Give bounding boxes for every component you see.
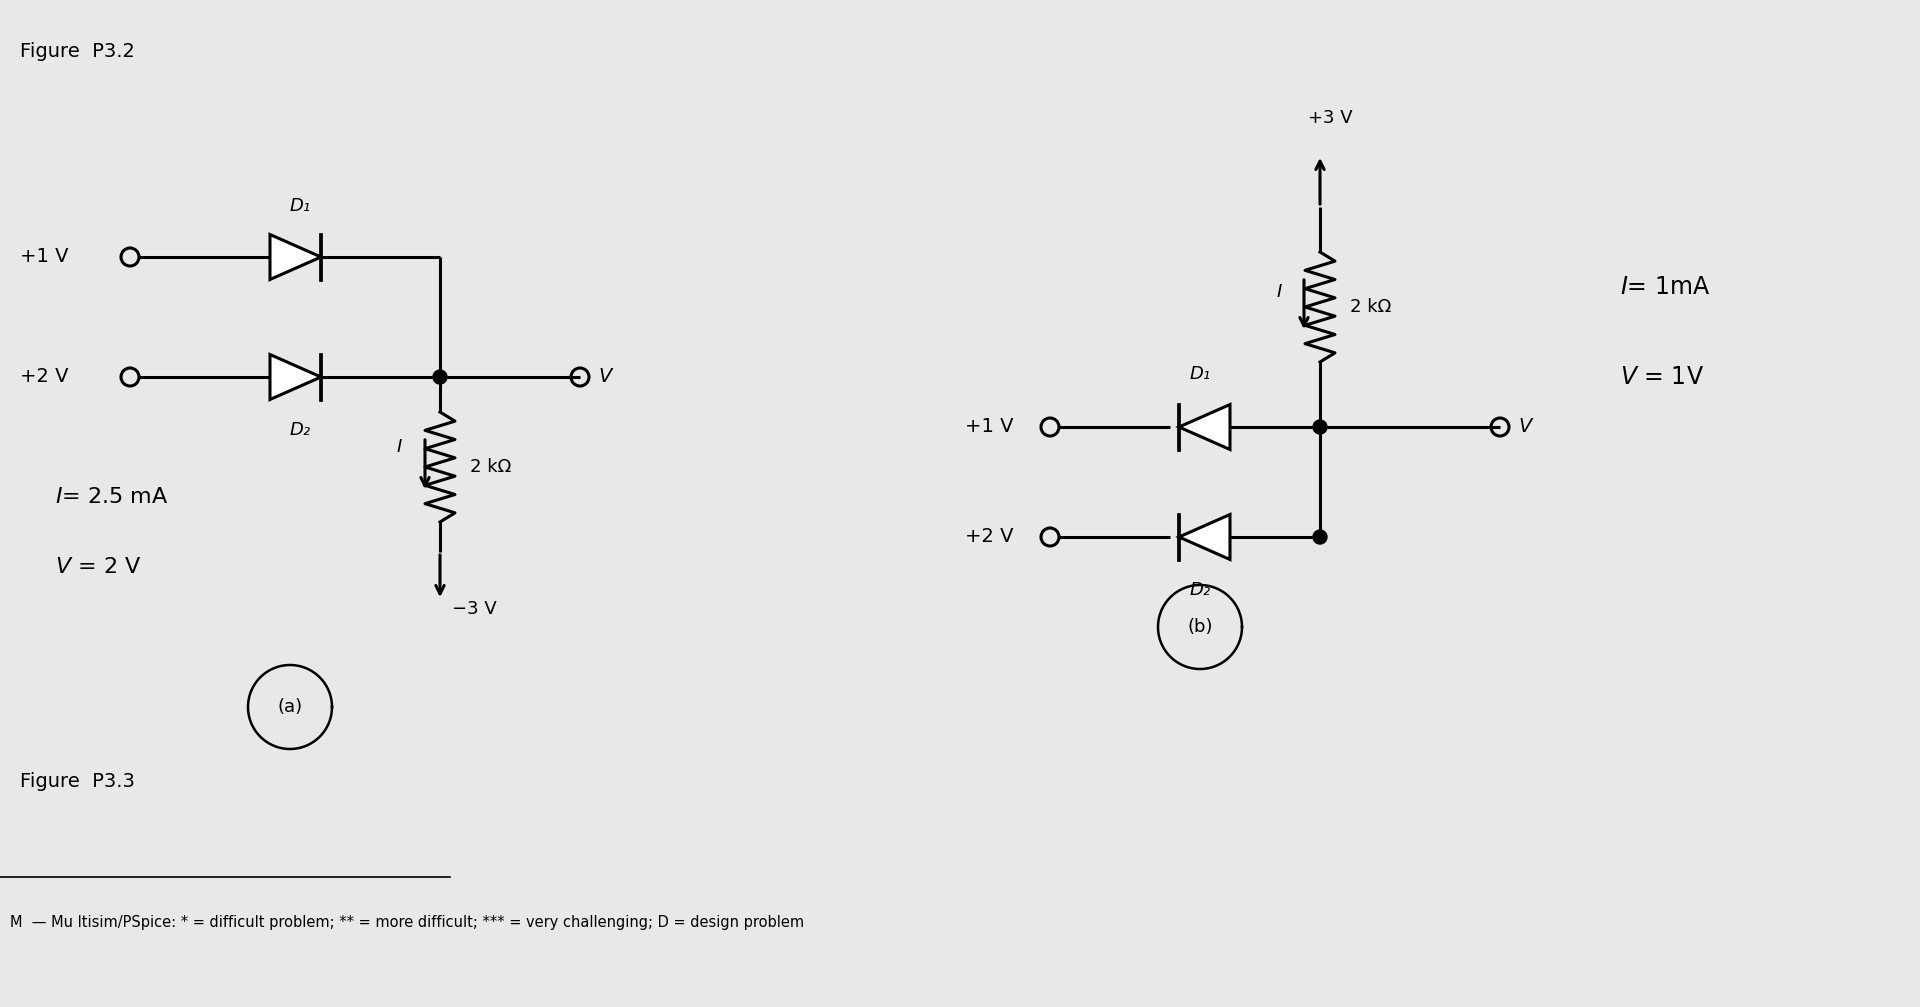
Text: 2 kΩ: 2 kΩ <box>1350 298 1392 316</box>
Text: +3 V: +3 V <box>1308 109 1352 127</box>
Text: $\mathit{I}$= 1mA: $\mathit{I}$= 1mA <box>1620 275 1711 299</box>
Text: +1 V: +1 V <box>19 248 69 267</box>
Circle shape <box>1313 530 1327 544</box>
Text: D₂: D₂ <box>1188 581 1212 599</box>
Circle shape <box>434 370 447 384</box>
Text: $\mathit{V}$ = 2 V: $\mathit{V}$ = 2 V <box>56 557 142 577</box>
Text: I: I <box>1277 283 1283 301</box>
Text: +2 V: +2 V <box>966 528 1014 547</box>
Text: I: I <box>397 438 401 456</box>
Text: (b): (b) <box>1187 618 1213 636</box>
Polygon shape <box>271 354 321 400</box>
Text: Figure  P3.2: Figure P3.2 <box>19 42 134 61</box>
Text: +2 V: +2 V <box>19 368 69 387</box>
Circle shape <box>1313 420 1327 434</box>
Text: D₁: D₁ <box>290 197 311 215</box>
Text: $\mathit{I}$= 2.5 mA: $\mathit{I}$= 2.5 mA <box>56 487 169 507</box>
Text: −3 V: −3 V <box>451 600 497 618</box>
Polygon shape <box>1179 515 1231 560</box>
Text: Figure  P3.3: Figure P3.3 <box>19 772 134 792</box>
Text: D₁: D₁ <box>1188 365 1212 383</box>
Text: M  — Mu ltisim/PSpice: * = difficult problem; ** = more difficult; *** = very ch: M — Mu ltisim/PSpice: * = difficult prob… <box>10 914 804 929</box>
Text: D₂: D₂ <box>290 421 311 439</box>
Polygon shape <box>271 235 321 280</box>
Polygon shape <box>1179 405 1231 449</box>
Text: 2 kΩ: 2 kΩ <box>470 458 511 476</box>
Text: V: V <box>597 368 611 387</box>
Text: $\mathit{V}$ = 1V: $\mathit{V}$ = 1V <box>1620 365 1703 389</box>
Text: (a): (a) <box>276 698 303 716</box>
Text: V: V <box>1519 418 1532 436</box>
Text: +1 V: +1 V <box>966 418 1014 436</box>
